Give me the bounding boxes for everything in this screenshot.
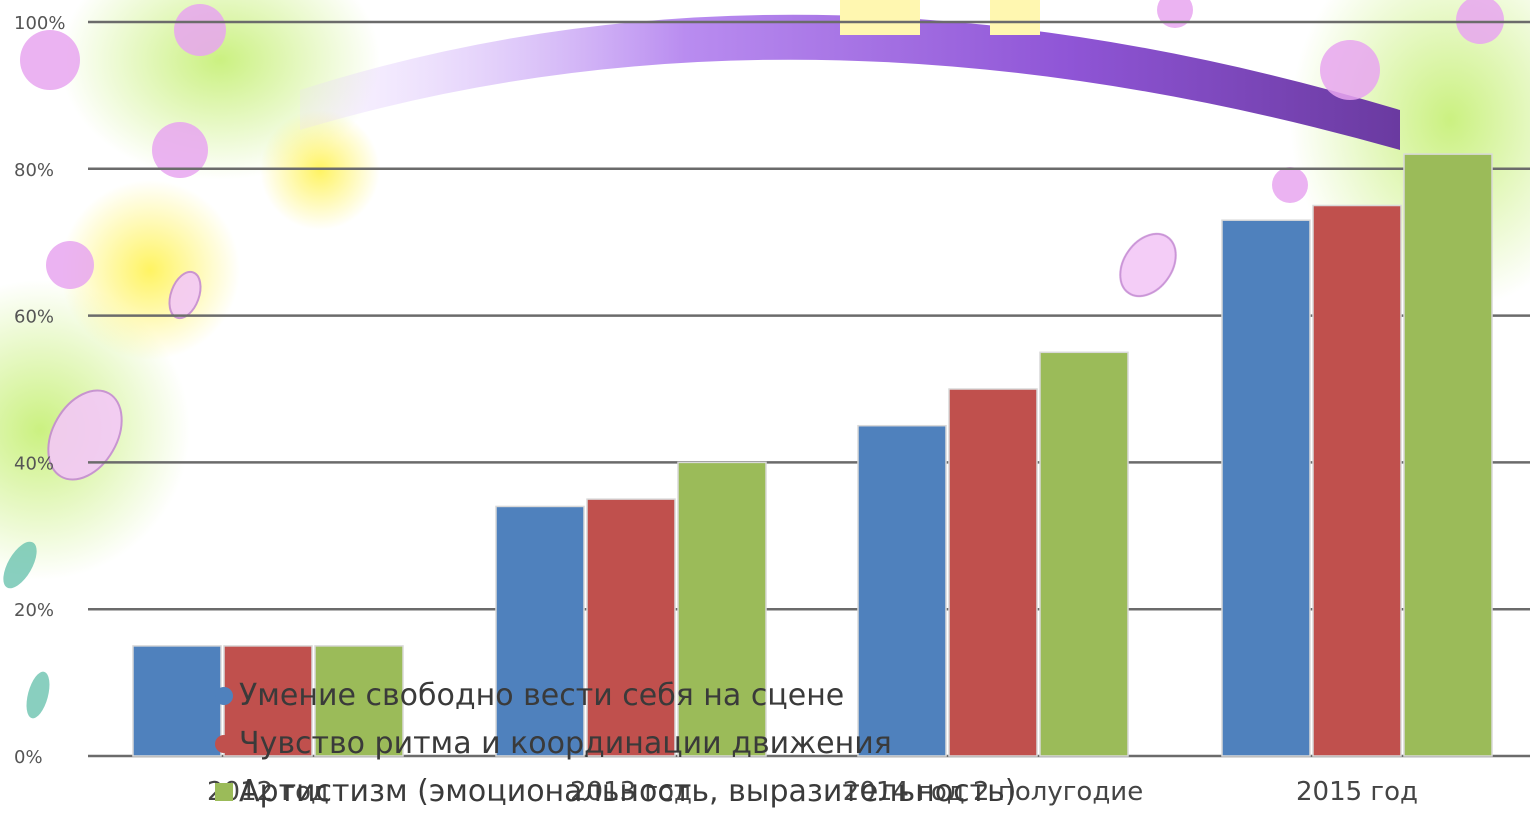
legend-item-1: Чувство ритма и координации движения <box>215 724 1115 772</box>
bar-0-0 <box>132 645 222 757</box>
x-tick-label: 2015 год <box>1296 777 1418 807</box>
leaf-icon <box>3 541 50 719</box>
sign-board-right <box>990 0 1040 35</box>
bar-0-1 <box>223 645 313 757</box>
rainbow-arc <box>300 14 1400 150</box>
y-tick-label: 100% <box>14 13 65 34</box>
legend-item-2: Артистизм (эмоциональность, выразительно… <box>215 772 1115 820</box>
legend-swatch-2 <box>215 783 233 801</box>
legend-label-2: Артистизм (эмоциональность, выразительно… <box>239 774 1017 809</box>
legend-item-0: Умение свободно вести себя на сцене <box>215 676 1115 724</box>
bar-3-2 <box>1403 153 1493 757</box>
legend-swatch-0 <box>215 687 233 705</box>
flower-icon <box>20 0 1504 289</box>
bar-0-2 <box>314 645 404 757</box>
y-tick-label: 20% <box>14 600 54 621</box>
bar-2-1 <box>948 388 1038 757</box>
bar-3-1 <box>1312 204 1402 757</box>
y-tick-label: 0% <box>14 747 43 768</box>
y-tick-label: 80% <box>14 160 54 181</box>
y-tick-label: 60% <box>14 307 54 328</box>
y-tick-label: 40% <box>14 453 54 474</box>
petal-icon <box>47 232 1177 481</box>
x-tick-label: 2013 год <box>570 777 692 807</box>
legend-swatch-1 <box>215 735 233 753</box>
bar-2-0 <box>857 424 947 757</box>
x-tick-label: 2014 год 2 полугодие <box>843 777 1143 807</box>
bar-1-0 <box>495 505 585 757</box>
sign-board-left <box>840 0 920 35</box>
bar-1-2 <box>677 461 767 757</box>
bar-2-2 <box>1039 351 1129 757</box>
legend-label-1: Чувство ритма и координации движения <box>239 726 892 761</box>
legend: Умение свободно вести себя на сцене Чувс… <box>215 676 1115 820</box>
bar-1-1 <box>586 498 676 757</box>
y-axis: 0% 20% 40% 60% 80% 100% <box>14 13 65 768</box>
bar-3-0 <box>1221 219 1311 757</box>
bars <box>132 153 1493 757</box>
legend-label-0: Умение свободно вести себя на сцене <box>239 678 845 713</box>
